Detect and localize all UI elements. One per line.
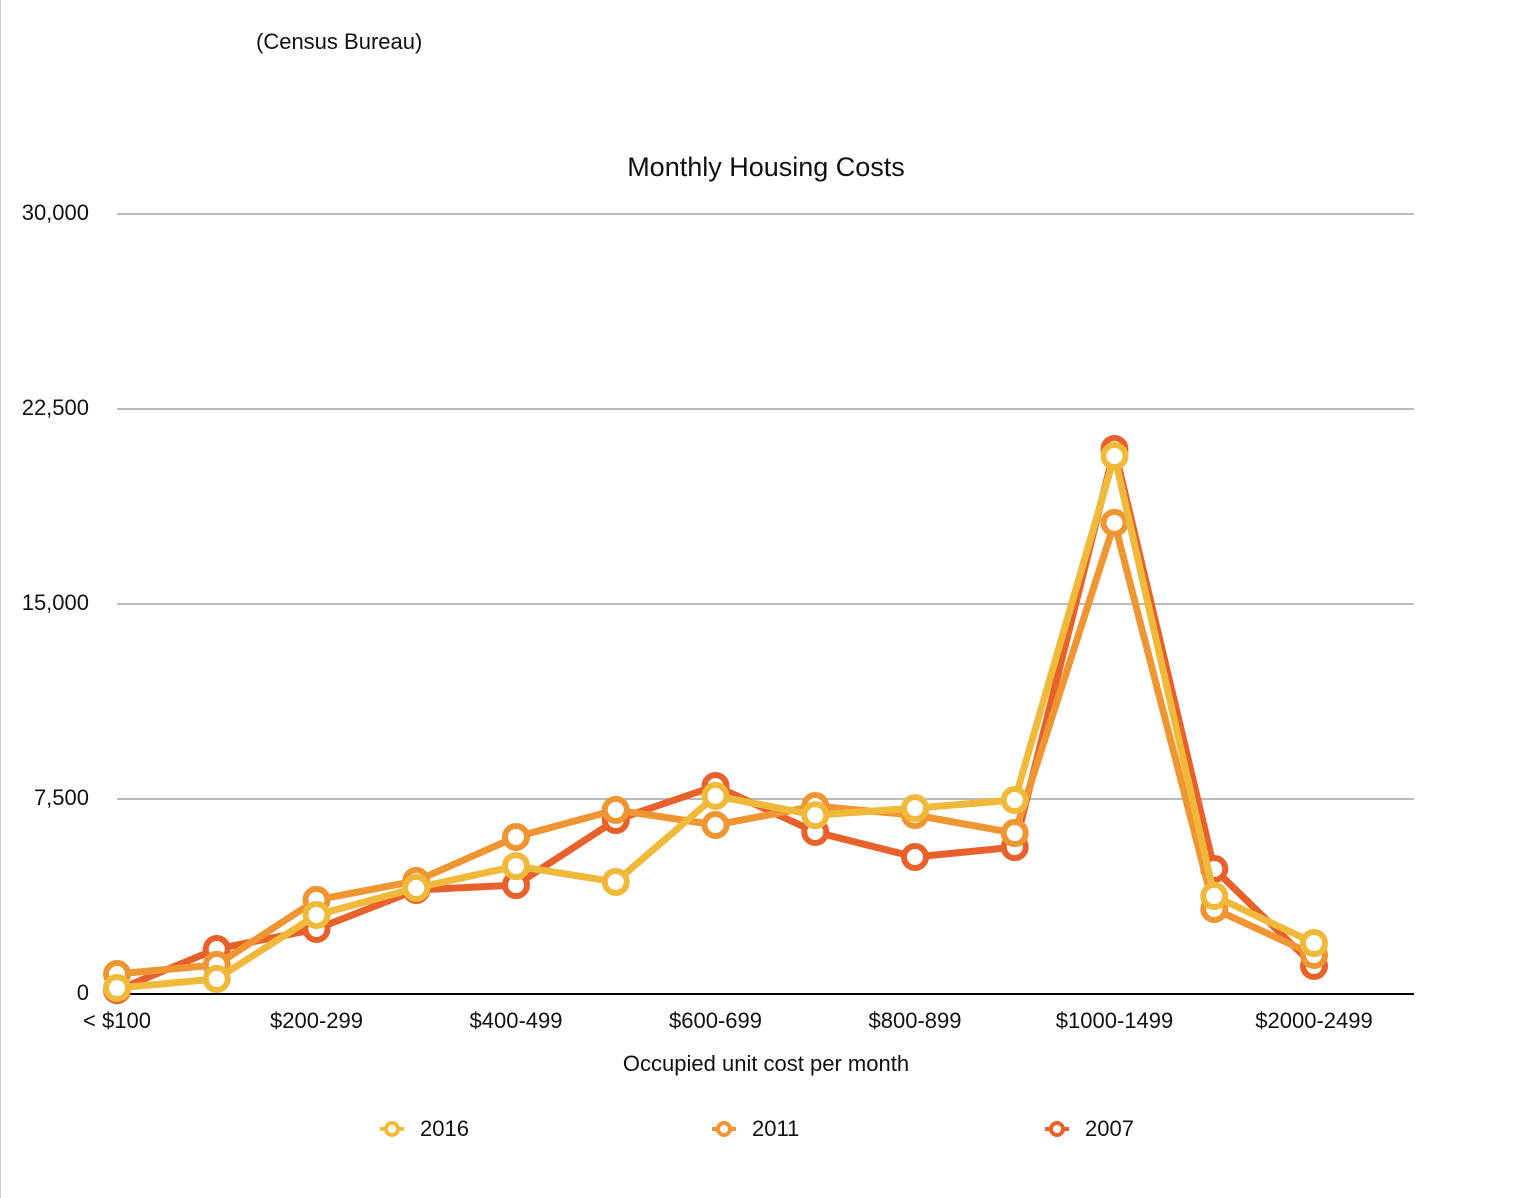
legend-marker	[384, 1121, 400, 1137]
y-tick-label: 0	[77, 980, 89, 1005]
data-point	[601, 795, 630, 824]
x-tick-label: < $100	[83, 1008, 151, 1033]
data-point	[1000, 819, 1029, 848]
data-point	[1100, 508, 1129, 537]
x-tick-label: $1000-1499	[1056, 1008, 1173, 1033]
y-tick-label: 7,500	[34, 785, 89, 810]
data-point	[1200, 881, 1229, 910]
x-tick-label: $200-299	[270, 1008, 363, 1033]
data-point	[701, 781, 730, 810]
source: (Census Bureau)	[256, 29, 422, 54]
x-axis-label: Occupied unit cost per month	[623, 1051, 909, 1076]
legend-marker	[716, 1121, 732, 1137]
x-tick-label: $600-699	[669, 1008, 762, 1033]
data-point	[402, 873, 431, 902]
data-point	[601, 867, 630, 896]
legend-label: 2011	[752, 1116, 799, 1141]
data-point	[502, 852, 530, 881]
legend-label: 2007	[1085, 1116, 1134, 1141]
legend-label: 2016	[420, 1116, 469, 1141]
data-point	[103, 974, 131, 1003]
data-point	[901, 842, 929, 871]
data-point	[502, 822, 530, 851]
data-point	[1300, 929, 1328, 958]
data-point	[801, 801, 830, 830]
y-tick-label: 30,000	[22, 200, 89, 225]
data-point	[1100, 442, 1129, 471]
chart-title: Monthly Housing Costs	[627, 152, 905, 182]
data-point	[1000, 786, 1029, 815]
series-line	[116, 519, 1316, 978]
series-line	[116, 452, 1316, 992]
data-point	[202, 964, 231, 993]
data-point	[901, 794, 929, 823]
data-point	[302, 900, 331, 929]
x-tick-label: $400-499	[470, 1008, 563, 1033]
legend-marker	[1049, 1121, 1065, 1137]
y-tick-label: 15,000	[22, 590, 89, 615]
data-point	[701, 811, 730, 839]
x-tick-label: $800-899	[869, 1008, 962, 1033]
x-tick-label: $2000-2499	[1255, 1008, 1372, 1033]
y-tick-label: 22,500	[22, 395, 89, 420]
